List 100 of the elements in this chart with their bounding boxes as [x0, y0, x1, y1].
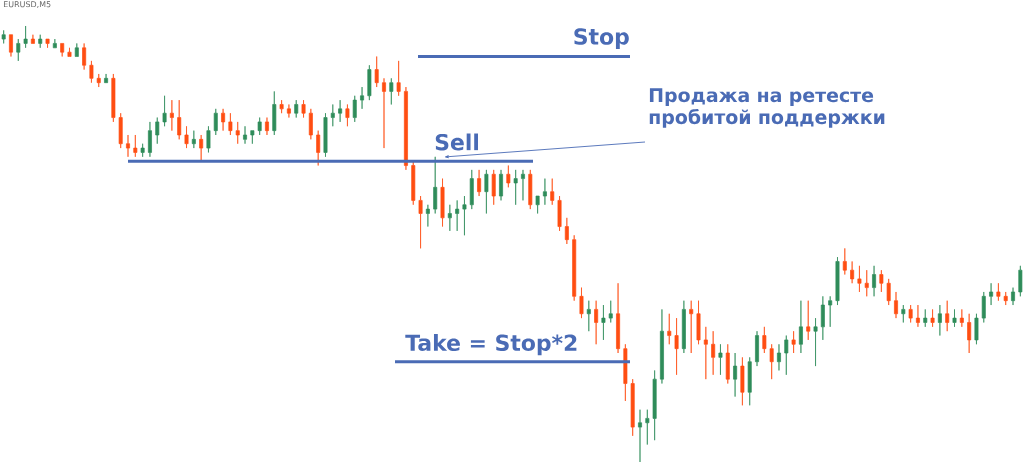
candlestick [696, 300, 701, 345]
candlestick [323, 112, 328, 158]
candlestick [959, 309, 964, 328]
candlestick [360, 86, 365, 110]
candlestick [981, 291, 986, 323]
candlestick [777, 343, 781, 371]
candlestick [798, 300, 803, 354]
candlestick [286, 104, 291, 118]
candlestick [689, 300, 694, 354]
candlestick [784, 335, 789, 376]
candlestick [1, 30, 6, 44]
candlestick [425, 204, 430, 227]
candlestick [374, 56, 379, 88]
candlestick [813, 317, 818, 367]
candlestick [835, 256, 840, 306]
candlestick [38, 34, 43, 49]
candlestick [382, 77, 386, 149]
candlestick [564, 217, 569, 245]
candlestick [140, 143, 145, 158]
candlestick [162, 95, 167, 127]
candlestick [996, 282, 1001, 302]
candlestick [30, 34, 35, 44]
candlestick [96, 73, 101, 88]
candlestick [74, 43, 79, 57]
candlestick [989, 282, 994, 306]
candlestick [499, 169, 503, 201]
candlestick [937, 304, 942, 336]
candlestick [177, 99, 182, 140]
candlestick [725, 343, 730, 384]
candlestick [469, 169, 474, 210]
candlestick [308, 108, 313, 140]
candlestick [294, 99, 299, 118]
candlestick [433, 156, 438, 214]
candlestick [550, 178, 555, 206]
candlestick [630, 378, 635, 437]
candlestick [747, 357, 752, 406]
candlestick [221, 108, 226, 131]
candlestick [265, 117, 269, 136]
candlestick [820, 295, 825, 341]
candlestick [447, 204, 452, 232]
ref-line-label: Stop [574, 28, 629, 50]
candlestick [389, 77, 394, 105]
candlestick [850, 261, 855, 284]
candlestick [703, 326, 708, 380]
candlestick [155, 117, 160, 145]
candlestick [396, 60, 401, 97]
candlestick [418, 195, 423, 249]
candlestick [279, 99, 284, 114]
candlestick [147, 121, 152, 158]
candlestick [9, 34, 13, 57]
candlestick [623, 343, 628, 402]
annotation: Продажа на ретесте пробитой поддержки [649, 88, 885, 128]
candlestick [572, 234, 577, 302]
candlestick [718, 343, 723, 376]
candlestick [104, 73, 109, 84]
candlestick [645, 409, 650, 445]
candlestick [345, 104, 350, 127]
candlestick [659, 309, 664, 384]
candlestick [45, 38, 50, 49]
candlestick [791, 330, 796, 354]
candlestick [191, 130, 196, 149]
candlestick [506, 165, 511, 188]
candlestick [762, 326, 767, 354]
candlestick [886, 278, 891, 306]
candlestick [923, 309, 928, 328]
candlestick [681, 300, 686, 354]
candlestick [250, 130, 255, 145]
candlestick [169, 99, 174, 131]
candlestick [1003, 291, 1008, 306]
candlestick [184, 125, 189, 149]
candlestick [879, 269, 884, 293]
candlestick [316, 130, 321, 166]
candlestick [608, 300, 613, 323]
candlestick [967, 313, 972, 354]
candlestick [711, 330, 716, 376]
candlestick [733, 352, 738, 397]
candlestick [338, 99, 343, 123]
candlestick [872, 265, 877, 297]
candlestick [857, 265, 862, 293]
candlestick [462, 195, 467, 236]
candlestick [491, 169, 496, 206]
candlestick [243, 125, 247, 145]
candlestick [915, 304, 920, 328]
candlestick [352, 95, 357, 123]
candlestick [528, 169, 533, 210]
candlestick [52, 38, 57, 49]
candlestick [206, 125, 211, 153]
candlestick [403, 86, 408, 171]
candlestick [228, 112, 233, 136]
candlestick [755, 330, 759, 367]
candlestick [908, 304, 913, 323]
candlestick [667, 313, 672, 345]
candlestick [1018, 265, 1023, 297]
candlestick [133, 134, 138, 158]
ref-line-label: Take = Stop*2 [405, 334, 577, 356]
candlestick [82, 43, 87, 70]
candlestick [60, 43, 65, 57]
candlestick [477, 169, 482, 197]
candlestick [864, 269, 869, 297]
candlestick [257, 117, 262, 136]
